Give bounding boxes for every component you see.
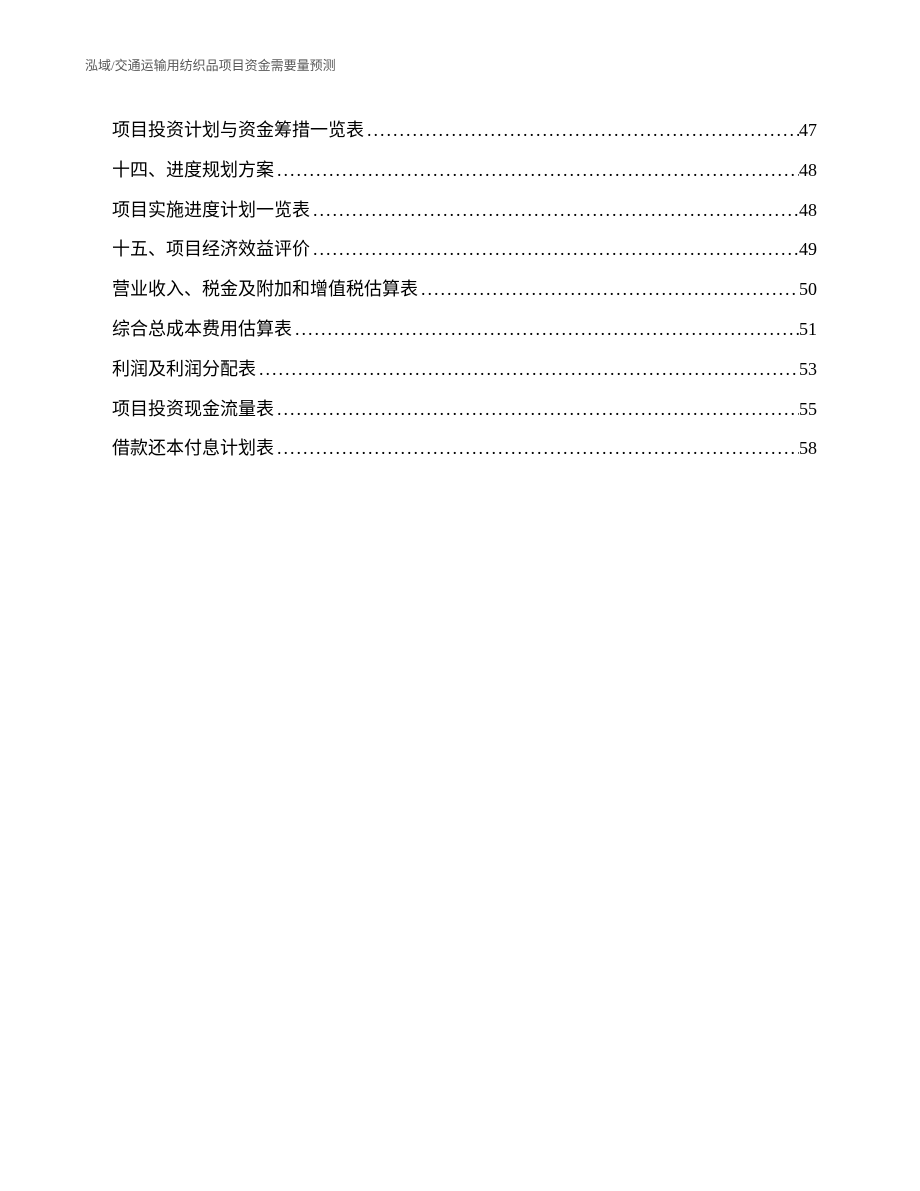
toc-label: 十五、项目经济效益评价 [112,237,310,261]
toc-dots [274,436,799,460]
toc-page: 49 [799,237,817,261]
toc-page: 53 [799,357,817,381]
toc-label: 借款还本付息计划表 [112,436,274,460]
toc-dots [256,357,799,381]
toc-label: 项目实施进度计划一览表 [112,198,310,222]
toc-dots [274,397,799,421]
toc-entry: 十四、进度规划方案 48 [112,158,817,182]
toc-dots [310,237,799,261]
toc-dots [310,198,799,222]
toc-page: 51 [799,317,817,341]
toc-page: 47 [799,118,817,142]
toc-dots [364,118,799,142]
toc-entry: 营业收入、税金及附加和增值税估算表 50 [112,277,817,301]
toc-entry: 项目实施进度计划一览表 48 [112,198,817,222]
toc-dots [418,277,799,301]
toc-label: 营业收入、税金及附加和增值税估算表 [112,277,418,301]
toc-entry: 项目投资现金流量表 55 [112,397,817,421]
toc-entry: 利润及利润分配表 53 [112,357,817,381]
toc-page: 55 [799,397,817,421]
page-header: 泓域/交通运输用纺织品项目资金需要量预测 [85,55,336,74]
toc-entry: 十五、项目经济效益评价 49 [112,237,817,261]
toc-dots [292,317,799,341]
toc-container: 项目投资计划与资金筹措一览表 47 十四、进度规划方案 48 项目实施进度计划一… [112,118,817,476]
toc-label: 综合总成本费用估算表 [112,317,292,341]
toc-label: 项目投资计划与资金筹措一览表 [112,118,364,142]
toc-page: 48 [799,158,817,182]
toc-page: 50 [799,277,817,301]
toc-page: 48 [799,198,817,222]
toc-entry: 项目投资计划与资金筹措一览表 47 [112,118,817,142]
toc-dots [274,158,799,182]
toc-label: 利润及利润分配表 [112,357,256,381]
toc-page: 58 [799,436,817,460]
toc-label: 项目投资现金流量表 [112,397,274,421]
toc-entry: 借款还本付息计划表 58 [112,436,817,460]
toc-label: 十四、进度规划方案 [112,158,274,182]
header-text: 泓域/交通运输用纺织品项目资金需要量预测 [85,58,336,73]
toc-entry: 综合总成本费用估算表 51 [112,317,817,341]
